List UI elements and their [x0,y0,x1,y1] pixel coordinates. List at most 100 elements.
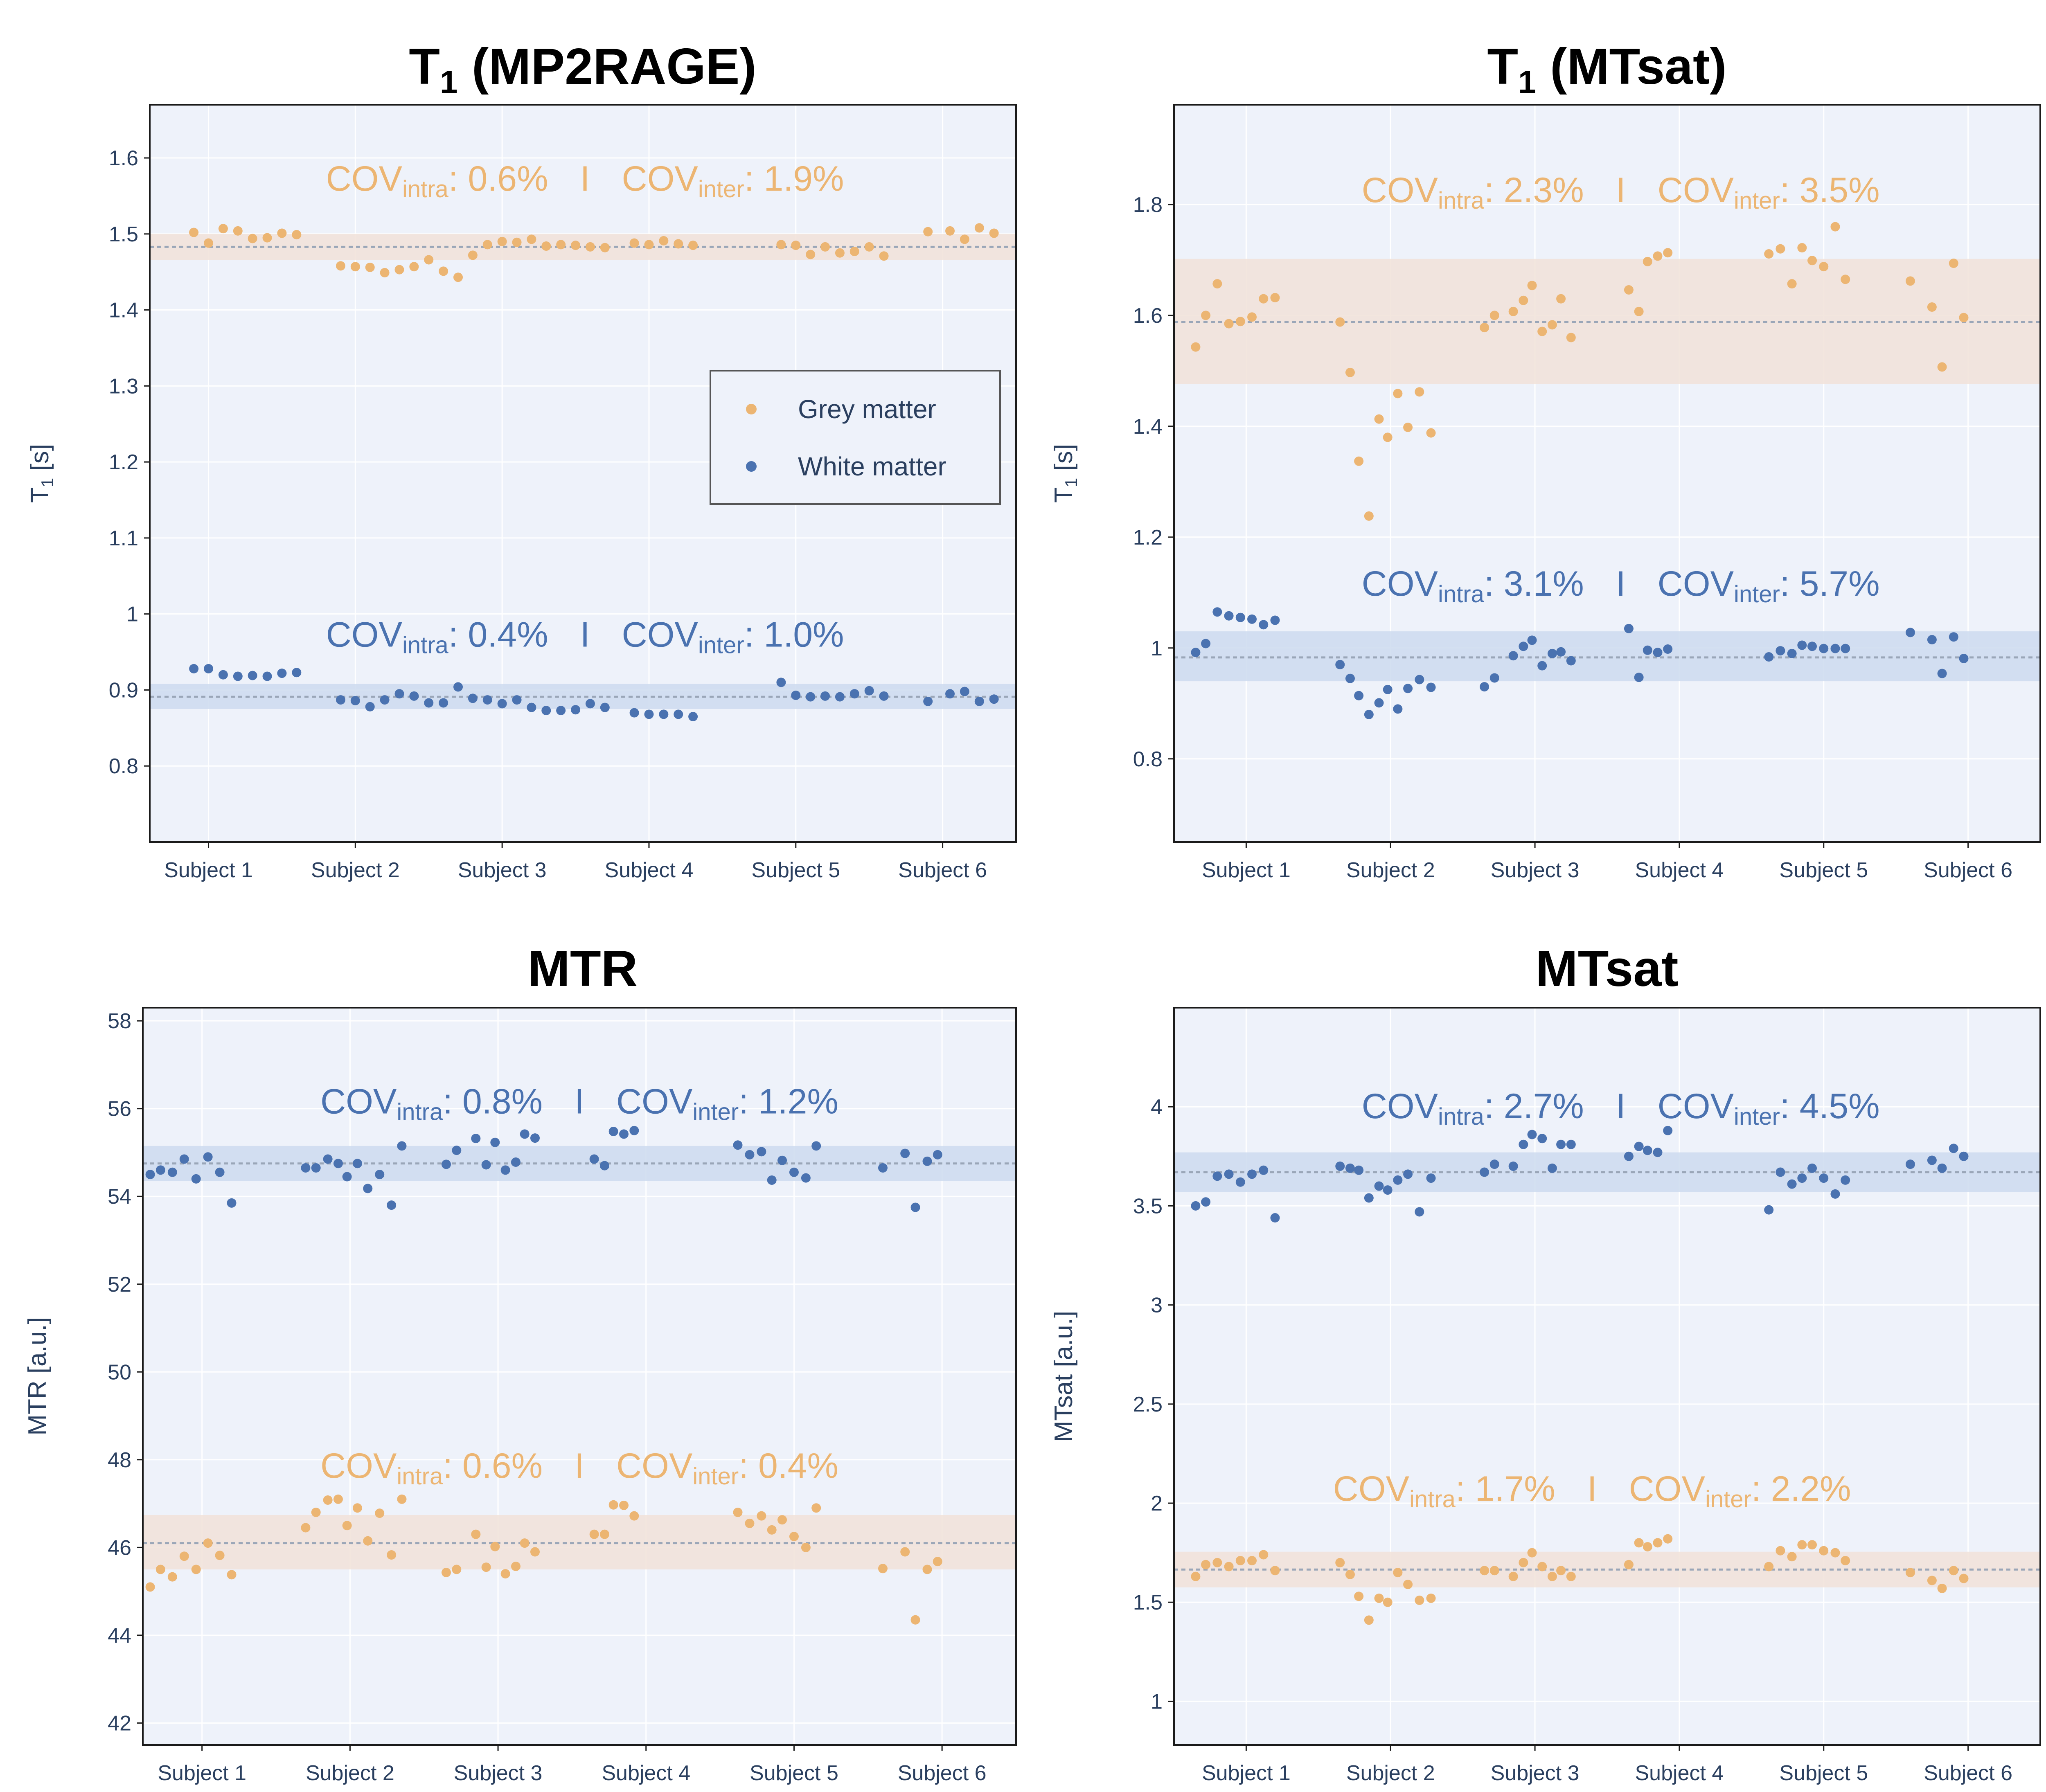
grey-matter-point [482,240,492,250]
grey-matter-point [375,1508,385,1518]
grey-matter-point [1643,1542,1652,1552]
x-tick-label: Subject 6 [1924,858,2012,882]
white-matter-point [1556,1139,1566,1149]
cov-subscript: intra [1438,581,1485,608]
grey-matter-point [1959,1574,1969,1583]
grey-matter-point [585,242,595,252]
cov-annotation: COVintra: 0.8% I COVinter: 1.2% [320,1082,838,1126]
cov-subscript: intra [1438,187,1485,214]
white-matter-point [619,1129,629,1139]
grey-matter-point [441,1567,451,1577]
white-matter-point [600,702,610,712]
white-matter-point [394,689,404,699]
cov-separator: I [1616,171,1626,210]
white-matter-point [1519,1139,1528,1149]
white-matter-point [336,695,345,705]
cov-label: COV [1658,171,1734,210]
grey-matter-point [520,1538,530,1548]
cov-label: COV [1658,564,1734,603]
white-matter-point [1224,1169,1234,1179]
white-matter-point [1556,647,1566,657]
white-matter-point [1426,682,1436,692]
x-tick-label: Subject 2 [306,1761,394,1785]
white-matter-point [608,1126,618,1136]
white-matter-point [1927,1155,1937,1165]
white-matter-point [1270,1213,1280,1222]
white-matter-point [1663,1126,1673,1135]
white-matter-point [1624,1151,1634,1161]
grey-matter-point [203,1538,213,1548]
grey-matter-point [145,1582,155,1592]
white-matter-point [248,671,257,680]
white-matter-point [910,1202,920,1212]
white-matter-point [1566,1139,1576,1149]
grey-matter-point [835,248,845,258]
grey-matter-point [1937,362,1947,372]
white-matter-point [1335,1162,1345,1171]
grey-matter-point [1537,1562,1547,1571]
y-tick-label: 42 [108,1711,131,1735]
grey-matter-point [989,228,999,238]
white-matter-point [1393,1175,1403,1185]
white-matter-point [629,1126,639,1135]
cov-subscript: intra [1438,1103,1485,1130]
y-tick-label: 0.8 [1133,747,1163,771]
grey-matter-point [215,1551,225,1560]
chart-title: MTR [528,941,638,997]
cov-separator: I [580,159,590,198]
grey-matter-point [527,234,536,244]
white-matter-point [1787,648,1797,658]
white-matter-point [1841,644,1850,653]
cov-value: : 1.2% [739,1082,838,1121]
grey-matter-point [204,238,214,248]
grey-matter-point [600,243,610,252]
cov-label: COV [616,1082,692,1121]
cov-label: COV [622,615,698,655]
legend: Grey matter White matter [710,370,1001,505]
cov-subscript: intra [402,632,449,659]
white-matter-point [203,1152,213,1162]
grey-matter-point [1224,319,1234,329]
grey-matter-point [497,236,507,246]
white-matter-point [1191,1201,1201,1211]
white-matter-point [1787,1179,1797,1189]
grey-matter-point [1374,414,1384,424]
grey-matter-point [1776,1546,1785,1556]
legend-box [710,370,1001,505]
grey-matter-point [1624,285,1634,295]
x-tick-label: Subject 5 [751,858,840,882]
white-matter-point [1634,1141,1644,1151]
grey-matter-point [1403,1580,1413,1589]
chart-panel: 1 1.5 2 2.5 3 3.5 4 Subject 1 Subject 2 Subject 3… [1050,941,2041,1785]
grey-matter-point [674,239,683,249]
title-subscript: 1 [440,64,457,100]
white-matter-point [1426,1173,1436,1183]
white-matter-point [1959,1151,1969,1161]
grey-matter-point [1776,244,1785,254]
cov-annotation: COVintra: 1.7% I COVinter: 2.2% [1333,1469,1851,1513]
white-matter-point [933,1150,942,1159]
grey-matter-point [481,1562,491,1572]
white-matter-point [1959,654,1969,664]
white-matter-point [380,695,390,705]
y-tick-label: 0.8 [109,754,138,778]
white-matter-point [439,698,448,708]
y-tick-label: 1.5 [1133,1591,1163,1614]
grey-matter-point [974,223,984,233]
y-tick-label: 1.3 [109,374,138,398]
x-tick-label: Subject 3 [1491,858,1580,882]
white-matter-point [497,699,507,709]
cov-separator: I [580,615,590,655]
grey-matter-point [292,230,302,240]
grey-matter-point [1807,1540,1817,1550]
cov-band [1174,631,2040,682]
y-tick-label: 1.6 [109,146,138,170]
grey-matter-point [1415,387,1424,397]
chart-title: T1 (MP2RAGE) [409,38,756,100]
white-matter-point [1776,1167,1785,1177]
cov-annotation: COVintra: 0.6% I COVinter: 0.4% [320,1446,838,1490]
white-matter-point [482,695,492,705]
white-matter-point [1212,607,1222,617]
y-tick-label: 3.5 [1133,1194,1163,1218]
white-matter-point [530,1133,540,1143]
